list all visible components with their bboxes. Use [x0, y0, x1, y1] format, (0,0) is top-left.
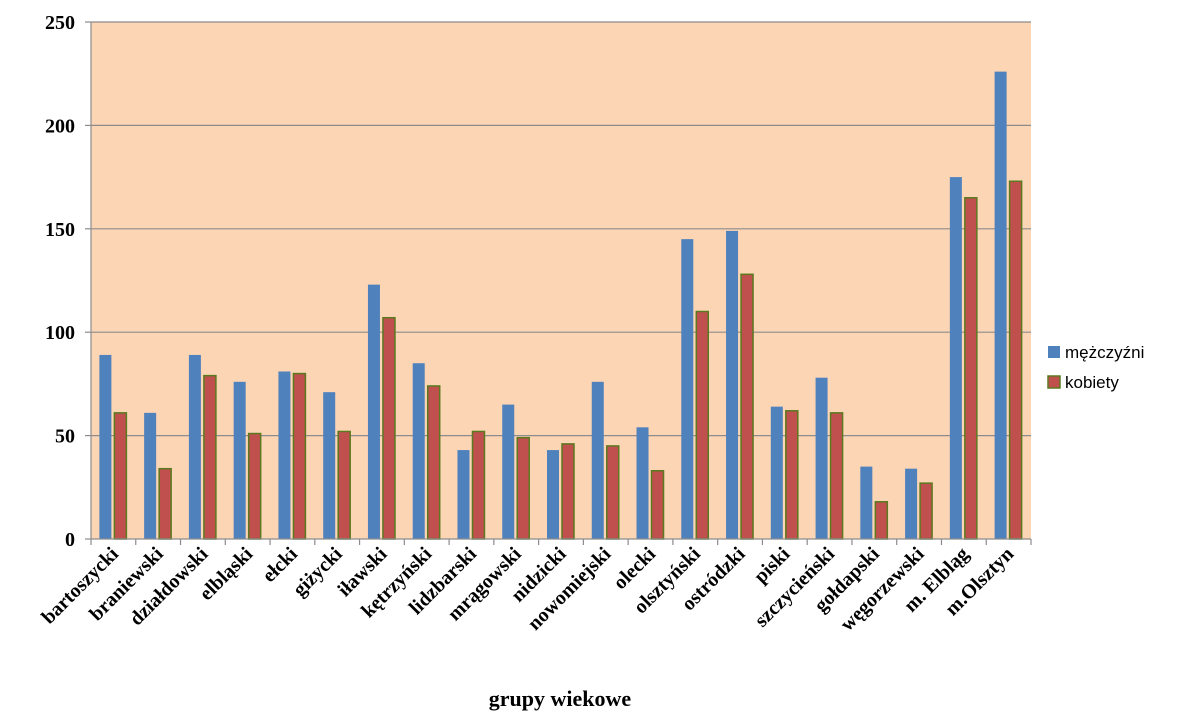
bar-kobiety: [740, 273, 754, 540]
bar-mezczyzni: [994, 71, 1007, 539]
y-axis-ticks: 0 50 100 150 200 250: [45, 12, 75, 551]
bar-mezczyzni: [726, 230, 739, 540]
category-label: giżycki: [289, 543, 347, 601]
plot-area: [91, 22, 1031, 539]
bar-kobiety: [426, 385, 441, 540]
bar-kobiety: [785, 410, 799, 540]
bar-mezczyzni: [636, 427, 649, 539]
bar-kobiety: [561, 443, 575, 540]
y-tick-label: 200: [45, 115, 75, 137]
bar-mezczyzni: [905, 468, 918, 539]
bar-mezczyzni: [412, 363, 425, 539]
legend-swatch: [1047, 375, 1061, 389]
bar-kobiety: [471, 430, 486, 540]
y-tick-label: 0: [65, 529, 75, 551]
bar-kobiety: [337, 430, 351, 540]
bar-kobiety: [829, 412, 844, 540]
bar-kobiety: [247, 432, 262, 540]
gridlines: [91, 21, 1031, 437]
legend-label: kobiety: [1065, 373, 1119, 392]
bar-mezczyzni: [188, 354, 201, 539]
x-axis-title: grupy wiekowe: [489, 686, 632, 711]
bar-mezczyzni: [233, 381, 246, 539]
legend-label: mężczyźni: [1065, 343, 1144, 362]
category-labels: bartoszyckibraniewskidziałdowskielbląski…: [37, 543, 1018, 636]
bar-mezczyzni: [681, 239, 694, 539]
bar-kobiety: [1008, 180, 1023, 540]
bar-mezczyzni: [457, 450, 470, 539]
bar-mezczyzni: [502, 404, 515, 539]
bar-kobiety: [964, 197, 978, 540]
y-tick-label: 150: [45, 219, 75, 241]
bar-mezczyzni: [770, 406, 783, 539]
y-tick-label: 250: [45, 12, 75, 34]
bar-kobiety: [919, 482, 933, 540]
legend-swatch: [1048, 346, 1060, 358]
bar-kobiety: [158, 467, 172, 540]
bar-mezczyzni: [323, 392, 336, 539]
bar-mezczyzni: [144, 412, 157, 539]
bar-kobiety: [203, 374, 217, 540]
bar-mezczyzni: [949, 177, 962, 539]
bar-kobiety: [292, 372, 307, 540]
bar-mezczyzni: [860, 466, 873, 539]
bars: [99, 71, 1023, 540]
bar-mezczyzni: [367, 284, 380, 539]
legend: mężczyźni kobiety: [1047, 343, 1144, 392]
bar-mezczyzni: [591, 381, 604, 539]
bar-kobiety: [606, 445, 620, 540]
bar-kobiety: [516, 436, 530, 540]
bar-mezczyzni: [278, 371, 291, 539]
bar-mezczyzni: [547, 450, 559, 539]
bar-kobiety: [113, 412, 128, 540]
bar-mezczyzni: [99, 354, 112, 539]
axes: [85, 21, 1032, 545]
bar-mezczyzni: [815, 377, 828, 539]
y-tick-label: 100: [45, 322, 75, 344]
bar-kobiety: [874, 501, 889, 540]
bar-kobiety: [695, 310, 710, 540]
bar-kobiety: [382, 316, 396, 540]
bar-kobiety: [650, 470, 665, 540]
y-tick-label: 50: [55, 426, 75, 448]
